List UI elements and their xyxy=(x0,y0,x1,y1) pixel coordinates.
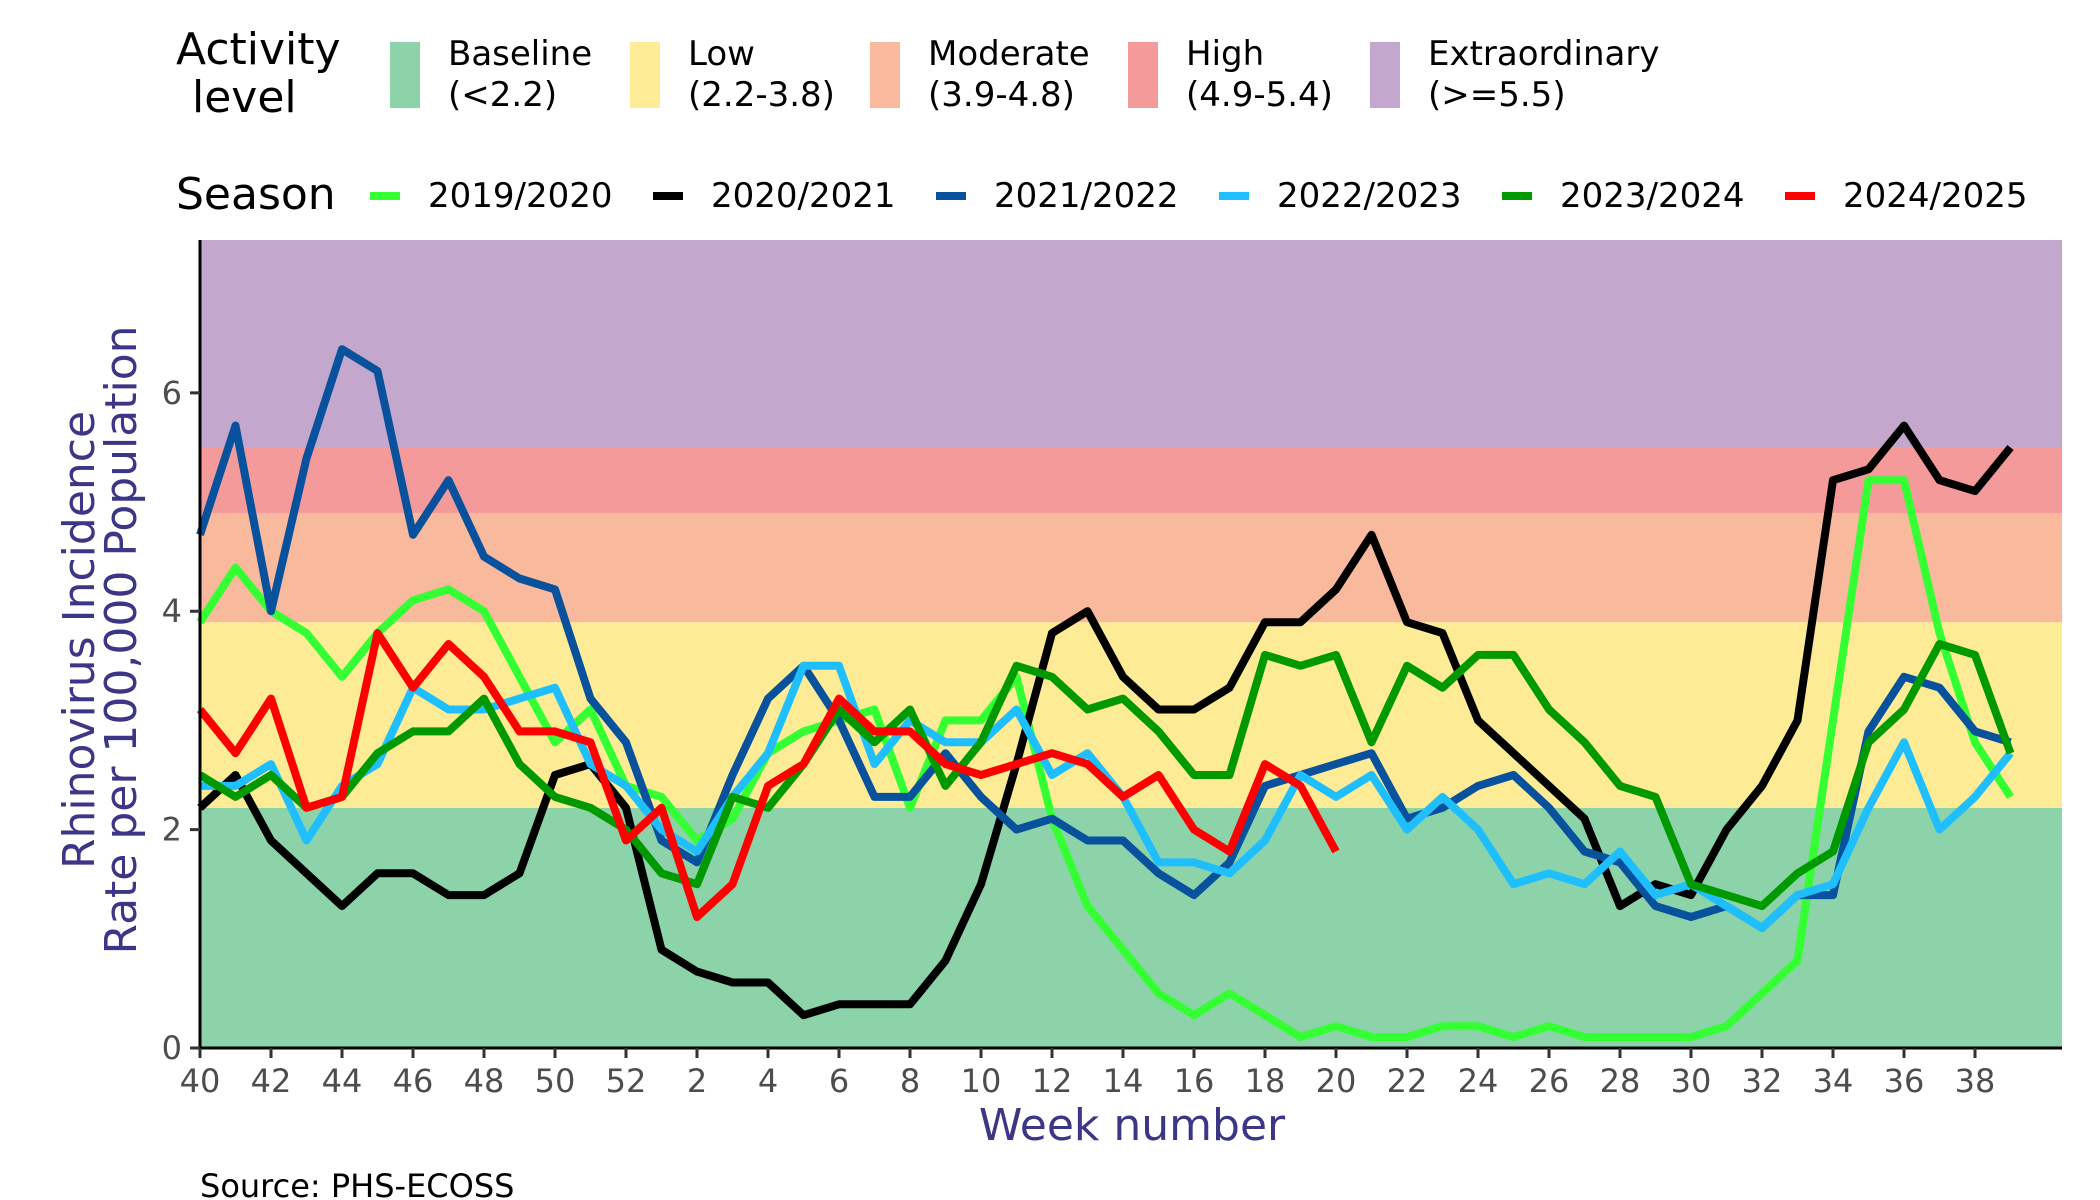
x-tick-label: 32 xyxy=(1742,1062,1783,1100)
activity-range: (4.9-5.4) xyxy=(1186,75,1333,115)
season-label: 2023/2024 xyxy=(1560,176,1745,216)
season-legend: Season 2019/2020 2020/2021 2021/2022 2022/2… xyxy=(176,169,2028,220)
x-tick-label: 34 xyxy=(1813,1062,1854,1100)
series-line-2024-2025 xyxy=(196,629,1340,921)
season-label: 2019/2020 xyxy=(428,176,613,216)
series-line-2019-2020 xyxy=(196,476,2014,1042)
x-tick-label: 28 xyxy=(1600,1062,1641,1100)
x-tick-label: 36 xyxy=(1884,1062,1925,1100)
activity-legend-title-1: Activity xyxy=(176,24,341,75)
x-tick-label: 30 xyxy=(1671,1062,1712,1100)
y-tick-label: 6 xyxy=(162,374,182,412)
x-tick-label: 12 xyxy=(1032,1062,1073,1100)
season-label: 2020/2021 xyxy=(711,176,896,216)
activity-label: Low xyxy=(688,34,755,74)
x-tick-label: 44 xyxy=(322,1062,363,1100)
source-caption: Source: PHS-ECOSS xyxy=(200,1167,514,1200)
x-tick-label: 52 xyxy=(606,1062,647,1100)
activity-range: (3.9-4.8) xyxy=(928,75,1075,115)
x-tick-label: 46 xyxy=(393,1062,434,1100)
activity-label: High xyxy=(1186,34,1264,74)
y-axis-title-line2: Rate per 100,000 Population xyxy=(96,325,147,954)
activity-label: Extraordinary xyxy=(1428,34,1659,74)
season-legend-title: Season xyxy=(176,169,336,220)
activity-legend: Activity level Baseline(<2.2) Low(2.2-3.8… xyxy=(176,24,1659,123)
x-tick-label: 22 xyxy=(1387,1062,1428,1100)
y-tick-label: 2 xyxy=(162,811,182,849)
activity-label: Baseline xyxy=(448,34,592,74)
x-tick-label: 10 xyxy=(961,1062,1002,1100)
activity-swatch-moderate xyxy=(870,42,900,108)
series-line-2021-2022 xyxy=(196,345,2012,932)
x-axis-title: Week number xyxy=(979,1100,1286,1151)
season-label: 2022/2023 xyxy=(1277,176,1462,216)
activity-range: (2.2-3.8) xyxy=(688,75,835,115)
activity-swatch-baseline xyxy=(390,42,420,108)
x-tick-label: 18 xyxy=(1245,1062,1286,1100)
x-tick-label: 2 xyxy=(687,1062,707,1100)
series-line-2020-2021 xyxy=(197,421,2014,1020)
x-tick-label: 6 xyxy=(829,1062,849,1100)
series-lines xyxy=(196,345,2015,1042)
season-label: 2021/2022 xyxy=(994,176,1179,216)
x-tick-label: 8 xyxy=(900,1062,920,1100)
x-tick-label: 14 xyxy=(1103,1062,1144,1100)
x-tick-label: 26 xyxy=(1529,1062,1570,1100)
x-tick-label: 16 xyxy=(1174,1062,1215,1100)
season-label: 2024/2025 xyxy=(1843,176,2028,216)
activity-range: (>=5.5) xyxy=(1428,75,1566,115)
x-tick-label: 50 xyxy=(535,1062,576,1100)
band-extraordinary xyxy=(200,240,2062,448)
x-tick-label: 4 xyxy=(758,1062,778,1100)
activity-legend-title-2: level xyxy=(192,72,297,123)
x-tick-label: 42 xyxy=(251,1062,292,1100)
activity-swatch-high xyxy=(1128,42,1158,108)
x-tick-label: 38 xyxy=(1955,1062,1996,1100)
y-tick-label: 0 xyxy=(162,1029,182,1067)
activity-bands xyxy=(200,240,2062,1048)
x-tick-label: 48 xyxy=(464,1062,505,1100)
activity-swatch-low xyxy=(630,42,660,108)
band-low xyxy=(200,622,2062,808)
x-tick-label: 24 xyxy=(1458,1062,1499,1100)
x-tick-label: 20 xyxy=(1316,1062,1357,1100)
y-axis-title-line1: Rhinovirus Incidence xyxy=(54,411,105,869)
band-high xyxy=(200,447,2062,513)
series-line-2023-2024 xyxy=(197,640,2015,911)
y-tick-label: 4 xyxy=(162,592,182,630)
activity-swatch-extraordinary xyxy=(1370,42,1400,108)
x-tick-label: 40 xyxy=(180,1062,221,1100)
activity-label: Moderate xyxy=(928,34,1090,74)
band-moderate xyxy=(200,512,2062,623)
activity-range: (<2.2) xyxy=(448,75,557,115)
